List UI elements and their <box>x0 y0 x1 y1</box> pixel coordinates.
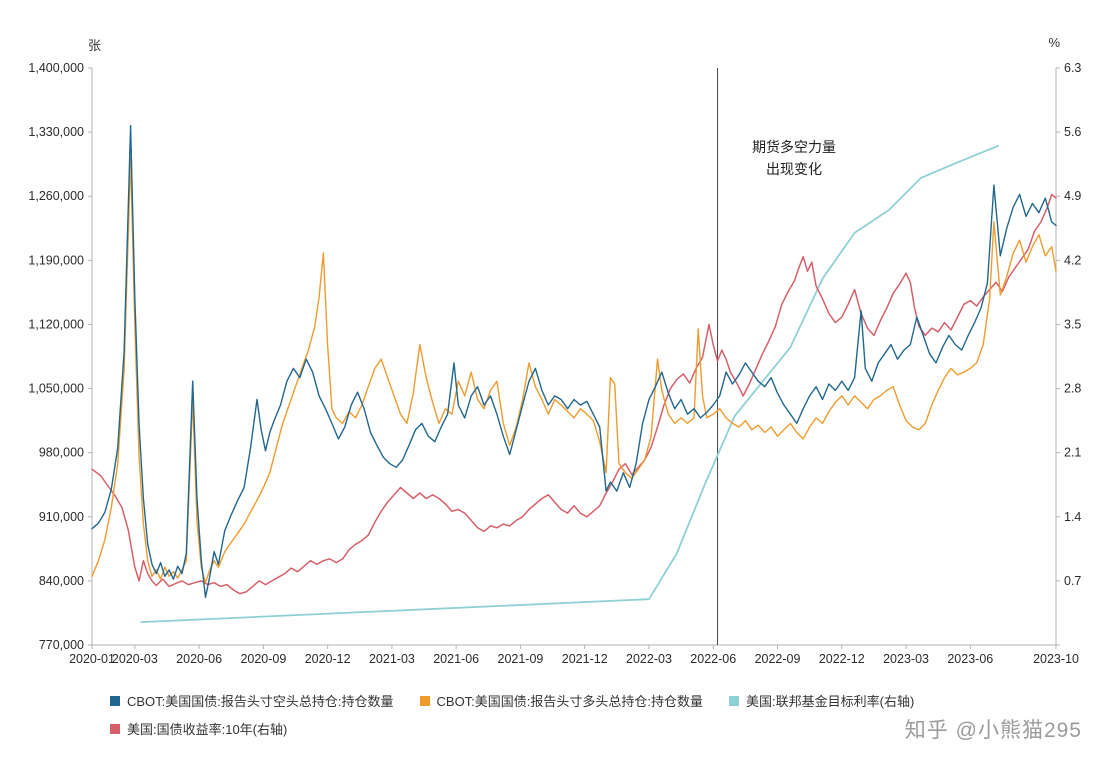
left-axis-tick-label: 1,330,000 <box>28 125 84 139</box>
left-axis-tick-label: 770,000 <box>39 638 84 652</box>
series-line-1 <box>91 157 1057 584</box>
x-axis-tick-label: 2023-06 <box>947 652 993 666</box>
legend-marker-icon <box>419 695 430 706</box>
left-axis-tick-label: 1,050,000 <box>28 382 84 396</box>
legend-label: 美国:联邦基金目标利率(右轴) <box>746 694 915 709</box>
annotation-line2: 出现变化 <box>766 160 822 177</box>
left-axis-unit-label: 张 <box>88 38 102 53</box>
x-axis-tick-label: 2021-06 <box>433 652 479 666</box>
legend-item: 美国:国债收益率:10年(右轴) <box>110 719 287 738</box>
x-axis-tick-label: 2023-10 <box>1033 652 1079 666</box>
right-axis-tick-label: 2.8 <box>1064 382 1081 396</box>
left-axis-tick-label: 1,120,000 <box>28 317 84 331</box>
left-axis-tick-label: 980,000 <box>39 446 84 460</box>
right-axis-tick-label: 4.9 <box>1064 189 1081 203</box>
x-axis-tick-label: 2022-06 <box>690 652 736 666</box>
series-line-0 <box>91 124 1057 599</box>
right-axis-unit-label: % <box>1048 35 1060 50</box>
right-axis-tick-label: 1.4 <box>1064 510 1081 524</box>
x-axis-tick-label: 2021-09 <box>498 652 544 666</box>
x-axis-tick-label: 2022-09 <box>755 652 801 666</box>
legend-label: CBOT:美国国债:报告头寸空头总持仓:持仓数量 <box>127 694 394 709</box>
legend-item: CBOT:美国国债:报告头寸空头总持仓:持仓数量 <box>110 691 394 710</box>
legend-marker-icon <box>729 695 740 706</box>
watermark: 知乎 @小熊猫295 <box>904 719 1082 742</box>
right-axis-tick-label: 6.3 <box>1064 61 1081 75</box>
right-axis-tick-label: 4.2 <box>1064 253 1081 267</box>
right-axis-tick-label: 5.6 <box>1064 125 1081 139</box>
x-axis-tick-label: 2021-12 <box>562 652 608 666</box>
right-axis-tick-label: 2.1 <box>1064 446 1081 460</box>
annotation-line1: 期货多空力量 <box>752 139 836 155</box>
legend-item: CBOT:美国国债:报告头寸多头总持仓:持仓数量 <box>419 691 704 710</box>
legend-marker-icon <box>110 695 120 706</box>
legend-marker-icon <box>110 723 120 734</box>
x-axis-tick-label: 2020-06 <box>176 652 222 666</box>
right-axis-tick-label: 0.7 <box>1064 574 1081 588</box>
x-axis-tick-label: 2020-03 <box>112 652 158 666</box>
x-axis-tick-label: 2020-12 <box>305 652 351 666</box>
annotation-text: 期货多空力量 出现变化 <box>726 137 862 180</box>
x-axis-tick-label: 2021-03 <box>369 652 415 666</box>
legend-row: CBOT:美国国债:报告头寸空头总持仓:持仓数量 CBOT:美国国债:报告头寸多头… <box>110 691 914 710</box>
x-axis-tick-label: 2020-09 <box>240 652 286 666</box>
plot-area: 1,400,000 1,330,000 1,260,000 1,190,000 1,12… <box>28 61 1081 666</box>
series-line-2 <box>140 144 1000 623</box>
legend-row: 美国:国债收益率:10年(右轴) <box>110 719 914 738</box>
x-axis-tick-label: 2023-03 <box>883 652 929 666</box>
left-axis-tick-label: 910,000 <box>39 510 84 524</box>
x-axis-tick-label: 2022-03 <box>626 652 672 666</box>
left-axis-tick-label: 1,190,000 <box>28 253 84 267</box>
x-axis-tick-label: 2022-12 <box>819 652 865 666</box>
left-axis-tick-label: 840,000 <box>39 574 84 588</box>
right-axis-tick-label: 3.5 <box>1064 317 1081 331</box>
x-axis-tick-label: 2020-01 <box>69 652 115 666</box>
legend-label: 美国:国债收益率:10年(右轴) <box>127 722 288 737</box>
series-line-3 <box>91 193 1057 595</box>
left-axis-tick-label: 1,400,000 <box>28 61 84 75</box>
left-axis-tick-label: 1,260,000 <box>28 189 84 203</box>
legend-item: 美国:联邦基金目标利率(右轴) <box>729 691 914 710</box>
legend: CBOT:美国国债:报告头寸空头总持仓:持仓数量 CBOT:美国国债:报告头寸多头… <box>110 691 914 747</box>
legend-label: CBOT:美国国债:报告头寸多头总持仓:持仓数量 <box>436 694 704 709</box>
